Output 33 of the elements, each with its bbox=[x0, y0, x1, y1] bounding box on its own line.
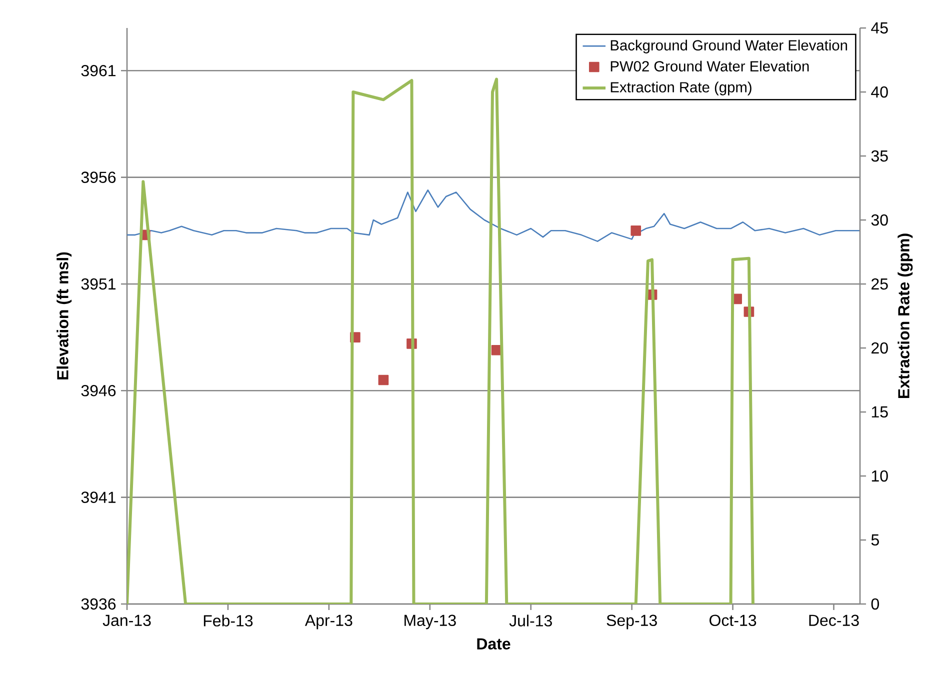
legend-label: Extraction Rate (gpm) bbox=[610, 82, 752, 96]
y2-tick-label: 15 bbox=[872, 406, 888, 418]
y-tick-label: 3941 bbox=[81, 492, 116, 503]
x-tick-label: Jan-13 bbox=[102, 614, 151, 626]
y-tick-label: 3956 bbox=[81, 172, 116, 183]
x-tick-label: Feb-13 bbox=[204, 614, 253, 626]
y-tick-label: 3951 bbox=[81, 278, 116, 290]
y2-tick-label: 25 bbox=[872, 278, 888, 290]
legend-label: PW02 Ground Water Elevation bbox=[610, 60, 809, 72]
y2-tick-label: 5 bbox=[871, 534, 879, 546]
point bbox=[630, 225, 642, 236]
y2-tick-label: 20 bbox=[872, 342, 888, 354]
x-tick-label: May-13 bbox=[404, 614, 456, 630]
y2-axis-title: Extraction Rate (gpm) bbox=[898, 234, 913, 398]
point bbox=[378, 374, 389, 386]
x-tick-label: Sep-13 bbox=[606, 614, 657, 630]
x-tick-label: Oct-13 bbox=[710, 614, 756, 626]
y-tick-label: 3936 bbox=[81, 598, 116, 610]
x-tick-label: Apr-13 bbox=[304, 614, 352, 630]
y2-tick-label: 35 bbox=[871, 150, 888, 162]
y2-tick-label: 40 bbox=[871, 86, 888, 98]
y2-tick-label: 10 bbox=[872, 470, 888, 482]
x-axis-title: Date bbox=[477, 638, 510, 650]
y2-tick-label: 45 bbox=[871, 22, 888, 34]
x-tick-label: Jul-13 bbox=[509, 614, 552, 626]
y-tick-label: 3946 bbox=[81, 384, 116, 396]
line-series bbox=[127, 78, 754, 604]
x-tick-label: Dec-13 bbox=[809, 614, 859, 626]
y-axis-title: Elevation (ft msl) bbox=[56, 252, 72, 380]
y2-tick-label: 30 bbox=[871, 214, 888, 226]
y2-tick-label: 0 bbox=[871, 598, 879, 610]
legend-label: Background Ground Water Elevation bbox=[610, 40, 848, 54]
y-tick-label: 3961 bbox=[81, 64, 116, 76]
